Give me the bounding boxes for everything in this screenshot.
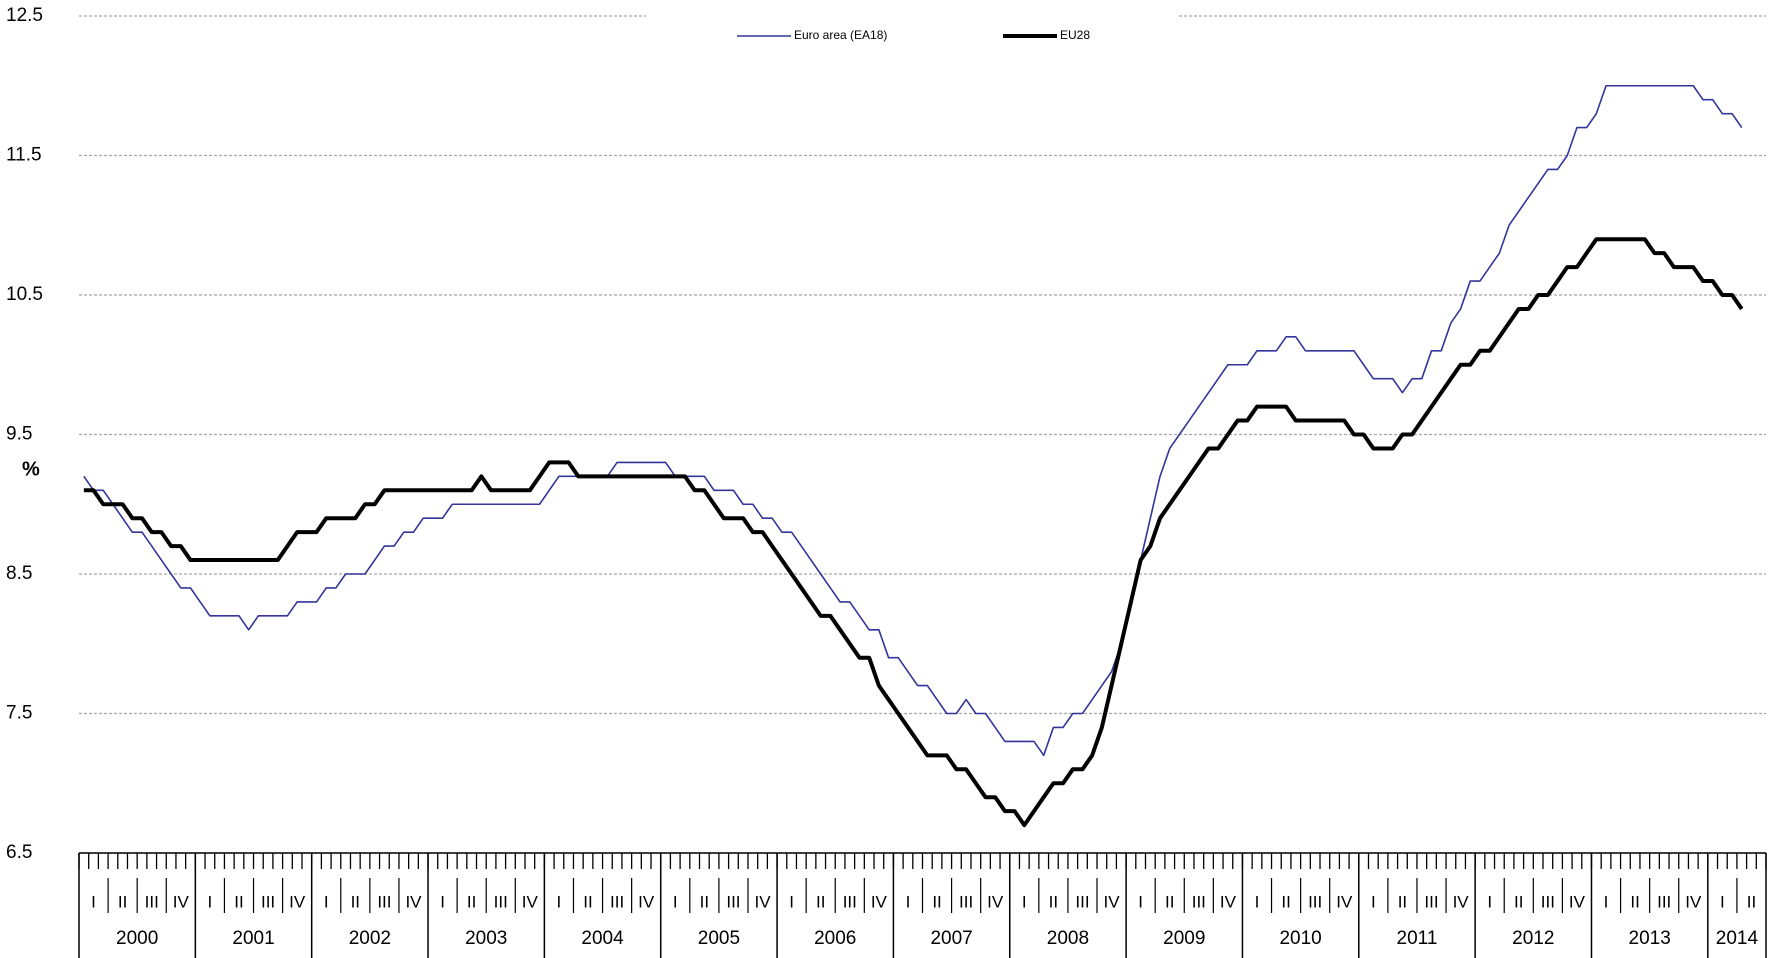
quarter-label: IV (1453, 892, 1470, 911)
year-label: 2005 (698, 928, 740, 949)
quarter-label: II (467, 892, 476, 911)
quarter-label: IV (173, 892, 190, 911)
quarter-label: I (1720, 892, 1725, 911)
quarter-label: IV (754, 892, 771, 911)
quarter-label: I (1487, 892, 1492, 911)
quarter-label: I (91, 892, 96, 911)
quarter-label: II (1049, 892, 1058, 911)
series-line (83, 237, 1744, 828)
quarter-label: III (377, 892, 391, 911)
quarter-label: IV (1336, 892, 1353, 911)
quarter-label: IV (1569, 892, 1586, 911)
quarter-label: I (789, 892, 794, 911)
quarter-label: III (1657, 892, 1671, 911)
quarter-label: II (1747, 892, 1756, 911)
year-label: 2000 (116, 928, 158, 949)
year-label: 2013 (1629, 928, 1671, 949)
quarter-label: IV (1220, 892, 1237, 911)
quarter-label: III (494, 892, 508, 911)
quarter-label: II (351, 892, 360, 911)
y-tick-label: 10.5 (6, 284, 43, 305)
quarter-label: I (1371, 892, 1376, 911)
quarter-label: I (208, 892, 213, 911)
y-tick-label: 7.5 (6, 703, 32, 724)
quarter-label: II (118, 892, 127, 911)
quarter-label: II (1630, 892, 1639, 911)
quarter-label: IV (522, 892, 539, 911)
quarter-label: III (959, 892, 973, 911)
year-label: 2014 (1716, 928, 1759, 949)
y-tick-label: 12.5 (6, 5, 43, 26)
quarter-label: I (324, 892, 329, 911)
quarter-label: I (557, 892, 562, 911)
y-axis-label: % (22, 458, 40, 480)
quarter-label: III (1424, 892, 1438, 911)
year-label: 2008 (1047, 928, 1089, 949)
quarter-label: III (843, 892, 857, 911)
quarter-label: III (145, 892, 159, 911)
year-label: 2010 (1279, 928, 1321, 949)
year-label: 2003 (465, 928, 507, 949)
y-tick-label: 6.5 (6, 842, 32, 863)
quarter-label: II (1398, 892, 1407, 911)
year-label: 2001 (232, 928, 274, 949)
legend-label: Euro area (EA18) (794, 28, 887, 42)
y-tick-label: 8.5 (6, 563, 32, 584)
quarter-label: I (1255, 892, 1260, 911)
quarter-label: II (932, 892, 941, 911)
quarter-label: IV (987, 892, 1004, 911)
legend-box (646, 12, 1178, 52)
quarter-label: I (906, 892, 911, 911)
year-label: 2006 (814, 928, 856, 949)
quarter-label: II (700, 892, 709, 911)
quarter-label: IV (638, 892, 655, 911)
quarter-label: III (1308, 892, 1322, 911)
year-label: 2004 (581, 928, 624, 949)
quarter-label: II (1281, 892, 1290, 911)
quarter-label: II (816, 892, 825, 911)
quarter-label: II (583, 892, 592, 911)
y-tick-label: 9.5 (6, 424, 32, 445)
legend-label: EU28 (1060, 28, 1090, 42)
year-label: 2002 (349, 928, 391, 949)
quarter-label: IV (1104, 892, 1121, 911)
quarter-label: II (234, 892, 243, 911)
year-label: 2012 (1512, 928, 1554, 949)
quarter-label: IV (405, 892, 422, 911)
series-line (83, 84, 1743, 757)
quarter-label: I (1022, 892, 1027, 911)
quarter-label: III (1541, 892, 1555, 911)
quarter-label: I (1138, 892, 1143, 911)
quarter-label: III (726, 892, 740, 911)
quarter-label: IV (289, 892, 306, 911)
quarter-label: IV (1685, 892, 1702, 911)
quarter-label: I (1604, 892, 1609, 911)
quarter-label: I (673, 892, 678, 911)
year-label: 2007 (930, 928, 972, 949)
quarter-label: II (1165, 892, 1174, 911)
quarter-label: III (261, 892, 275, 911)
quarter-label: II (1514, 892, 1523, 911)
quarter-label: III (1075, 892, 1089, 911)
quarter-label: IV (871, 892, 888, 911)
year-label: 2011 (1397, 928, 1438, 949)
quarter-label: III (1192, 892, 1206, 911)
quarter-label: III (610, 892, 624, 911)
y-tick-label: 11.5 (6, 145, 42, 166)
quarter-label: I (440, 892, 445, 911)
year-label: 2009 (1163, 928, 1205, 949)
